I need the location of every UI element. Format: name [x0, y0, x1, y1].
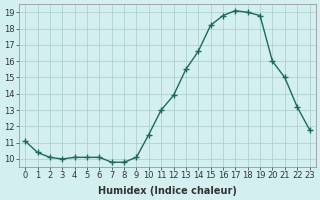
X-axis label: Humidex (Indice chaleur): Humidex (Indice chaleur): [98, 186, 237, 196]
